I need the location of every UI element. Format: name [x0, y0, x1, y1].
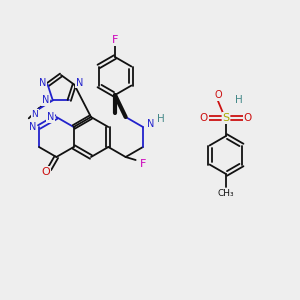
Text: N: N: [29, 122, 37, 132]
Text: S: S: [222, 113, 230, 123]
Text: CH₃: CH₃: [218, 188, 234, 197]
Text: F: F: [140, 159, 146, 169]
Text: F: F: [112, 35, 118, 45]
Text: H: H: [157, 114, 165, 124]
Text: O: O: [244, 113, 252, 123]
Text: N: N: [147, 119, 155, 129]
Text: N: N: [76, 78, 83, 88]
Text: O: O: [214, 90, 222, 100]
Text: N: N: [39, 78, 46, 88]
Text: O: O: [41, 167, 50, 177]
Text: N: N: [42, 95, 50, 105]
Text: O: O: [200, 113, 208, 123]
Text: N: N: [32, 110, 38, 119]
Text: H: H: [235, 95, 243, 105]
Text: N: N: [47, 112, 54, 122]
